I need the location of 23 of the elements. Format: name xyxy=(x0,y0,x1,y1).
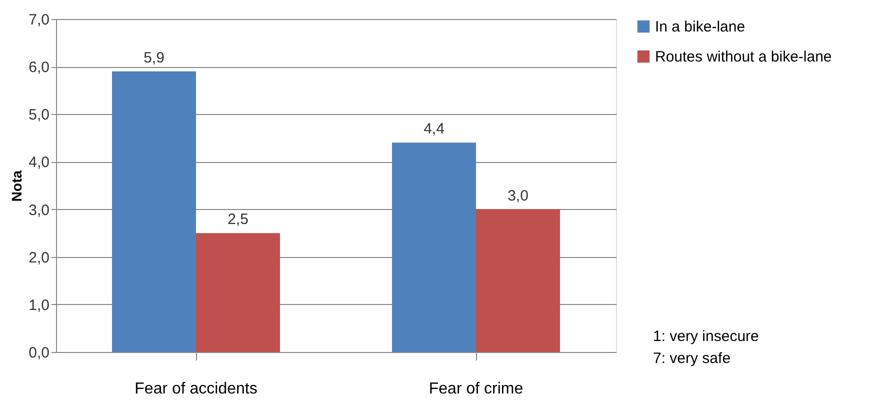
data-label: 3,0 xyxy=(508,187,528,204)
legend-label: In a bike-lane xyxy=(655,18,746,36)
x-tick-label: Fear of crime xyxy=(428,380,524,398)
data-label: 4,4 xyxy=(424,120,444,138)
bar xyxy=(392,142,476,352)
y-tick-label: 6,0 xyxy=(28,59,50,76)
y-tick-label: 5,0 xyxy=(28,106,50,124)
y-axis-title: Nota xyxy=(8,170,25,202)
y-tick-label: 0,0 xyxy=(28,344,50,362)
y-tick-label: 1,0 xyxy=(28,296,50,314)
data-label: 5,9 xyxy=(144,49,164,66)
data-label: 2,5 xyxy=(228,211,248,228)
y-tick-label: 2,0 xyxy=(28,249,50,266)
y-tick-label: 3,0 xyxy=(28,202,50,219)
text: 1: very insecure xyxy=(653,328,759,345)
y-tick-label: 7,0 xyxy=(28,12,50,28)
legend-label: Routes without a bike-lane xyxy=(655,48,832,66)
bar xyxy=(196,233,280,352)
bar xyxy=(476,209,560,352)
bar xyxy=(112,71,196,352)
y-tick-label: 4,0 xyxy=(28,154,50,172)
text: 7: very safe xyxy=(653,350,731,367)
x-tick-label: Fear of accidents xyxy=(134,380,258,398)
